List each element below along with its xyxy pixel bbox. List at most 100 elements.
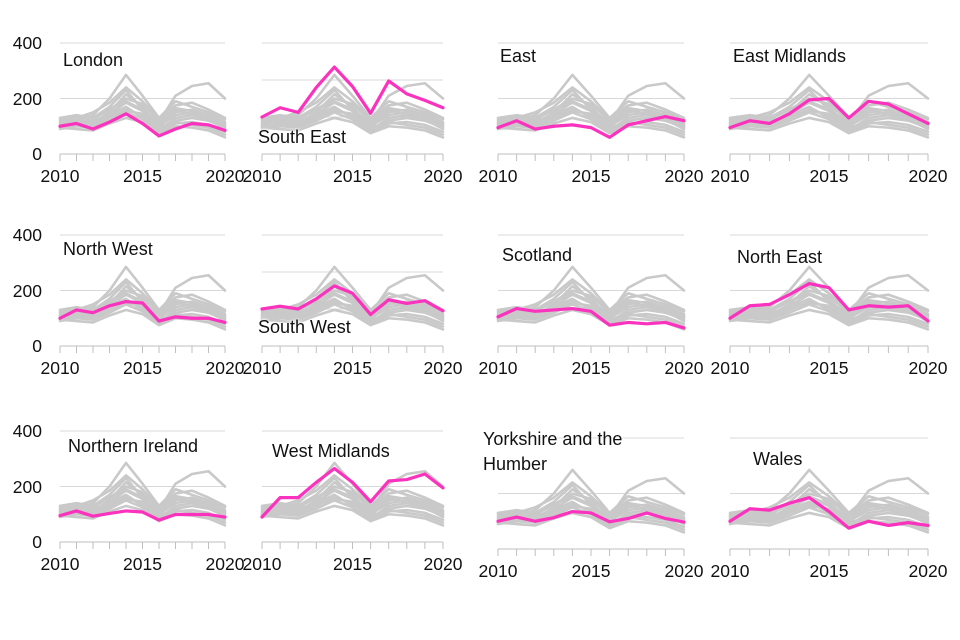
x-tick-label-2010-east-midlands: 2010 bbox=[710, 166, 750, 186]
panel-title-north-east: North East bbox=[737, 247, 823, 267]
background-series-line-10-yorkshire-and-the-humber bbox=[496, 504, 686, 531]
panel-title-west-midlands: West Midlands bbox=[272, 441, 390, 461]
x-tick-label-2010-north-west: 2010 bbox=[40, 358, 80, 378]
background-series-line-9-south-east bbox=[260, 105, 445, 132]
background-series-line-2-northern-ireland bbox=[58, 474, 227, 511]
x-tick-label-2020-south-east: 2020 bbox=[423, 166, 463, 186]
y-tick-label-200-london: 200 bbox=[12, 88, 42, 109]
highlight-series-line-south-east bbox=[260, 65, 445, 119]
y-tick-label-0-london: 0 bbox=[32, 144, 42, 164]
background-series-line-9-north-east bbox=[728, 297, 930, 324]
background-series-line-11-northern-ireland bbox=[58, 504, 227, 527]
panel-title-south-east: South East bbox=[258, 127, 347, 147]
y-tick-label-400-london: 400 bbox=[12, 33, 42, 53]
x-tick-label-2020-north-east: 2020 bbox=[908, 358, 948, 378]
background-series-line-9-london bbox=[58, 105, 227, 132]
highlight-series-line-northern-ireland bbox=[58, 509, 227, 522]
x-tick-label-2020-north-west: 2020 bbox=[205, 358, 245, 378]
x-tick-label-2010-scotland: 2010 bbox=[478, 358, 518, 378]
background-series-line-11-north-west bbox=[58, 308, 227, 331]
y-tick-label-0-northern-ireland: 0 bbox=[32, 532, 42, 552]
highlight-series-line-south-west bbox=[260, 284, 445, 317]
background-series-line-2-scotland bbox=[496, 278, 686, 315]
background-series-line-11-yorkshire-and-the-humber bbox=[496, 511, 686, 534]
highlight-series-line-north-east bbox=[728, 281, 930, 323]
x-tick-label-2015-yorkshire-and-the-humber: 2015 bbox=[571, 561, 611, 581]
background-series-line-9-east bbox=[496, 105, 686, 132]
background-series-line-11-south-west bbox=[260, 308, 445, 331]
y-tick-label-200-north-west: 200 bbox=[12, 280, 42, 301]
highlight-series-line-london bbox=[58, 112, 227, 138]
background-series-line-2-east-midlands bbox=[728, 86, 930, 122]
x-tick-label-2010-northern-ireland: 2010 bbox=[40, 554, 80, 574]
x-tick-label-2010-south-east: 2010 bbox=[242, 166, 282, 186]
background-series-line-9-northern-ireland bbox=[58, 493, 227, 520]
background-series-line-8-east bbox=[496, 97, 686, 128]
background-series-line-9-north-west bbox=[58, 297, 227, 324]
x-tick-label-2015-east: 2015 bbox=[571, 166, 611, 186]
background-series-line-10-south-east bbox=[260, 109, 445, 136]
y-tick-label-0-north-west: 0 bbox=[32, 336, 42, 356]
x-tick-label-2015-london: 2015 bbox=[123, 166, 162, 186]
background-series-line-2-london bbox=[58, 86, 227, 122]
panel-title-yorkshire-and-the-humber: Yorkshire and the Humber bbox=[483, 429, 623, 474]
background-series-line-11-scotland bbox=[496, 308, 686, 331]
x-tick-label-2010-yorkshire-and-the-humber: 2010 bbox=[478, 561, 518, 581]
panel-title-wales: Wales bbox=[753, 449, 803, 469]
x-tick-label-2015-east-midlands: 2015 bbox=[809, 166, 849, 186]
x-tick-label-2015-wales: 2015 bbox=[809, 561, 849, 581]
background-series-line-11-south-east bbox=[260, 116, 445, 139]
background-series-line-10-east bbox=[496, 109, 686, 136]
background-series-line-2-yorkshire-and-the-humber bbox=[496, 481, 686, 518]
x-tick-label-2010-london: 2010 bbox=[40, 166, 80, 186]
background-series-line-2-north-west bbox=[58, 278, 227, 315]
highlight-series-line-north-west bbox=[58, 300, 227, 325]
background-series-line-8-south-east bbox=[260, 97, 445, 128]
x-tick-label-2020-yorkshire-and-the-humber: 2020 bbox=[664, 561, 704, 581]
background-series-line-8-wales bbox=[728, 492, 930, 523]
background-series-line-2-west-midlands bbox=[260, 474, 445, 511]
panel-title-east: East bbox=[500, 46, 537, 66]
background-series-line-8-west-midlands bbox=[260, 485, 445, 516]
background-series-line-9-east-midlands bbox=[728, 105, 930, 132]
panel-title-north-west: North West bbox=[63, 239, 153, 259]
highlight-series-line-yorkshire-and-the-humber bbox=[496, 509, 686, 524]
background-series-line-9-west-midlands bbox=[260, 493, 445, 520]
x-tick-label-2020-west-midlands: 2020 bbox=[423, 554, 463, 574]
background-series-line-10-north-east bbox=[728, 301, 930, 328]
x-tick-label-2010-wales: 2010 bbox=[710, 561, 750, 581]
highlight-series-line-wales bbox=[728, 496, 930, 530]
background-series-line-8-east-midlands bbox=[728, 97, 930, 128]
x-tick-label-2010-west-midlands: 2010 bbox=[242, 554, 282, 574]
x-tick-label-2015-south-east: 2015 bbox=[333, 166, 372, 186]
x-tick-label-2020-scotland: 2020 bbox=[664, 358, 704, 378]
x-tick-label-2020-wales: 2020 bbox=[908, 561, 948, 581]
background-series-line-10-south-west bbox=[260, 301, 445, 328]
x-tick-label-2010-north-east: 2010 bbox=[710, 358, 750, 378]
highlight-series-line-east-midlands bbox=[728, 96, 930, 130]
background-series-line-8-north-east bbox=[728, 289, 930, 320]
panel-title-london: London bbox=[63, 50, 124, 70]
x-tick-label-2020-south-west: 2020 bbox=[423, 358, 463, 378]
x-tick-label-2020-northern-ireland: 2020 bbox=[205, 554, 245, 574]
background-series-line-11-east-midlands bbox=[728, 116, 930, 139]
panel-title-scotland: Scotland bbox=[502, 245, 573, 265]
background-series-line-11-west-midlands bbox=[260, 504, 445, 527]
background-series-line-11-north-east bbox=[728, 308, 930, 331]
highlight-series-line-west-midlands bbox=[260, 466, 445, 519]
x-tick-label-2020-east: 2020 bbox=[664, 166, 704, 186]
x-tick-label-2010-south-west: 2010 bbox=[242, 358, 282, 378]
x-tick-label-2015-scotland: 2015 bbox=[571, 358, 611, 378]
background-series-line-8-yorkshire-and-the-humber bbox=[496, 492, 686, 523]
background-series-line-10-west-midlands bbox=[260, 497, 445, 524]
x-tick-label-2015-northern-ireland: 2015 bbox=[123, 554, 162, 574]
x-tick-label-2015-south-west: 2015 bbox=[333, 358, 372, 378]
y-tick-label-200-northern-ireland: 200 bbox=[12, 476, 42, 497]
background-series-line-2-east bbox=[496, 86, 686, 122]
panel-title-northern-ireland: Northern Ireland bbox=[68, 436, 199, 456]
background-series-line-8-london bbox=[58, 97, 227, 128]
x-tick-label-2015-west-midlands: 2015 bbox=[333, 554, 372, 574]
y-tick-label-400-northern-ireland: 400 bbox=[12, 421, 42, 441]
background-series-line-11-east bbox=[496, 116, 686, 139]
